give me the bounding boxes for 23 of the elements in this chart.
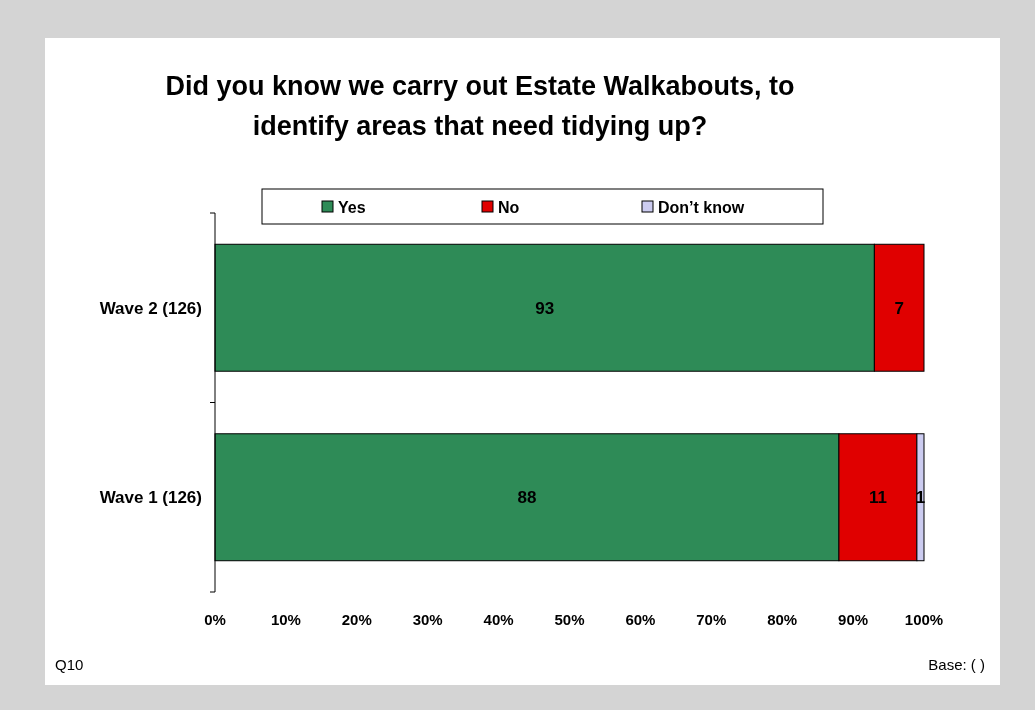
x-tick-label: 20% (341, 611, 372, 629)
data-label: 93 (535, 298, 555, 318)
data-label: 11 (868, 488, 887, 508)
x-tick-label: 50% (554, 611, 585, 629)
x-tick-label: 0% (204, 611, 226, 629)
x-tick-label: 90% (838, 611, 869, 629)
text: Q10 (55, 656, 84, 674)
x-tick-label: 60% (625, 611, 656, 629)
data-label: 7 (894, 298, 904, 318)
y-tick-label: Wave 2 (126) (99, 298, 202, 318)
legend-label: Yes (338, 198, 366, 216)
x-tick-label: 30% (412, 611, 443, 629)
text: Base: ( ) (928, 656, 985, 674)
x-tick-label: 10% (270, 611, 301, 629)
x-tick-label: 40% (483, 611, 514, 629)
chart-title: Did you know we carry out Estate Walkabouts, to identify areas that need tidying up? (165, 71, 795, 141)
x-tick-label: 80% (767, 611, 798, 629)
x-tick-label: 100% (904, 611, 944, 629)
data-label: 88 (517, 488, 537, 508)
x-tick-label: 70% (696, 611, 727, 629)
y-tick-label: Wave 1 (126) (99, 488, 202, 508)
legend-label: Don’t know (658, 198, 745, 216)
legend-label: No (498, 198, 520, 216)
